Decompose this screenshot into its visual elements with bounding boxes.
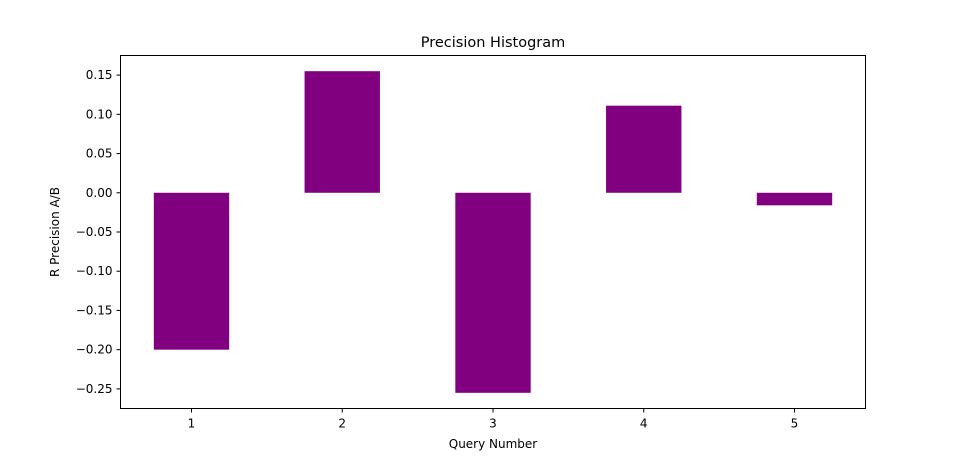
x-tick-label-5: 5	[791, 417, 799, 431]
y-tick-label: −0.15	[76, 303, 113, 317]
y-tick-label: 0.10	[86, 107, 113, 121]
y-tick-label: −0.10	[76, 264, 113, 278]
x-tick-label-2: 2	[338, 417, 346, 431]
y-axis-label: R Precision A/B	[48, 187, 62, 277]
ticks-layer: 1 2 3 4 5 0.15 0.10 0.05 0.00 −0.05 −0.10 −0.15 −0.2…	[76, 68, 799, 430]
plot-area-frame	[120, 55, 866, 409]
y-tick-label: 0.05	[86, 147, 113, 161]
y-tick-label: −0.20	[76, 343, 113, 357]
bar-2	[304, 71, 380, 193]
x-tick-label-3: 3	[489, 417, 497, 431]
bar-4	[606, 105, 682, 193]
bars-layer	[153, 71, 833, 393]
bar-1	[153, 192, 230, 350]
y-tick-label: 0.15	[86, 68, 113, 82]
bar-3	[455, 192, 531, 393]
x-tick-label-4: 4	[640, 417, 648, 431]
chart-title: Precision Histogram	[421, 35, 566, 51]
bar-5	[756, 192, 833, 206]
x-tick-label-1: 1	[188, 417, 196, 431]
y-tick-label: −0.05	[76, 225, 113, 239]
x-axis-label: Query Number	[449, 437, 538, 451]
y-tick-label: −0.25	[76, 382, 113, 396]
y-tick-label: 0.00	[86, 186, 113, 200]
